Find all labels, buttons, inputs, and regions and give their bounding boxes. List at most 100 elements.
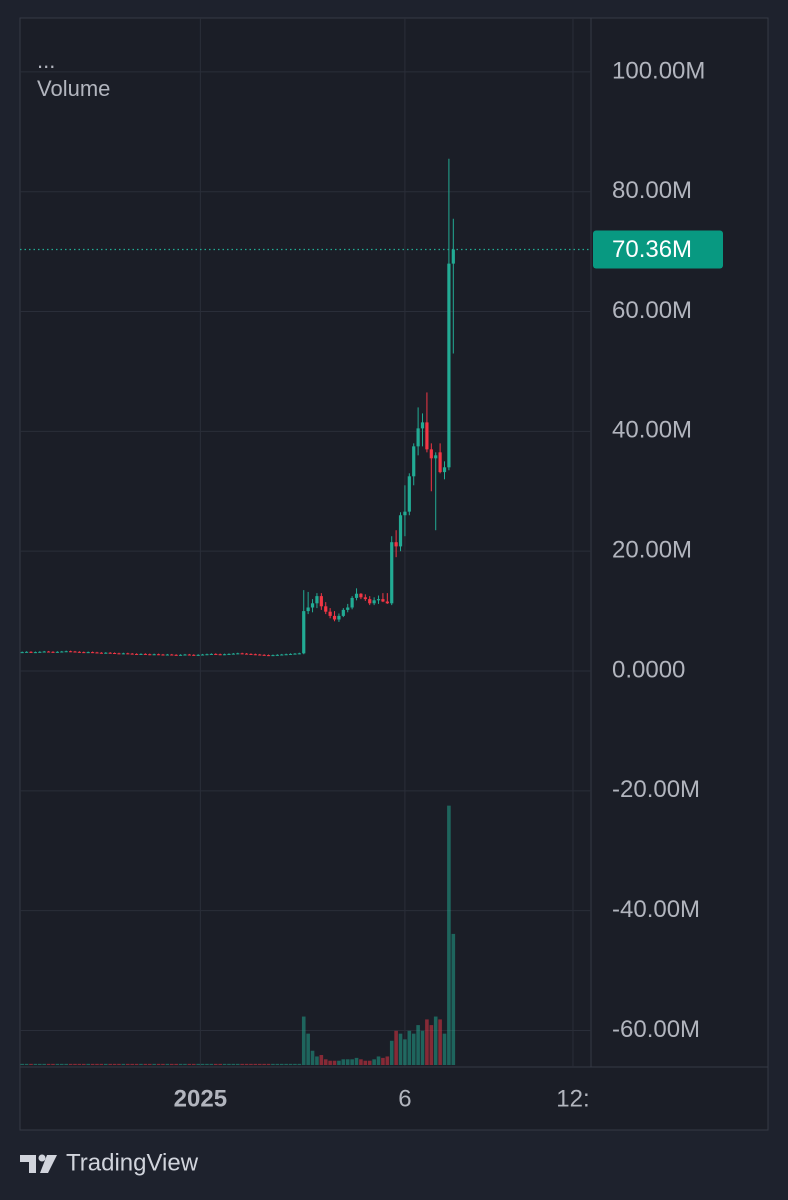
candle-body [398,515,403,547]
candle-body [354,593,359,598]
volume-bar [451,933,456,1065]
candle-body [161,654,165,656]
volume-bar [411,1033,416,1065]
candle-body [214,653,218,655]
candle-body [297,653,301,655]
candle-body [442,467,447,473]
volume-bar [235,1063,240,1065]
volume-bar [433,1016,438,1065]
volume-bar [59,1063,64,1065]
candle-body [121,653,125,655]
candle-body [275,654,279,656]
volume-bar [231,1063,236,1065]
volume-bar [350,1059,354,1065]
volume-bar [359,1059,363,1065]
volume-bar [169,1063,174,1065]
volume-bar [29,1063,33,1065]
volume-bar [112,1063,117,1065]
volume-bar [284,1063,288,1065]
y-tick-label: 60.00M [612,297,692,324]
volume-bar [95,1063,99,1065]
candle-body [346,607,350,610]
candle-body [192,654,196,656]
volume-bar [117,1063,121,1065]
volume-bar [271,1063,275,1065]
volume-bar [81,1063,86,1065]
candle-body [359,593,363,598]
volume-bar [200,1063,205,1065]
candle-body [368,599,372,604]
volume-bar [103,1063,108,1065]
volume-bar [332,1060,337,1065]
volume-bar [301,1016,306,1065]
candle-body [126,653,130,655]
candle-body [332,615,337,620]
candle-body [64,651,68,653]
candle-body [385,601,389,604]
volume-bar [64,1063,68,1065]
candle-body [447,263,451,468]
volume-bar [381,1057,385,1065]
candle-body [46,651,51,653]
candle-body [293,653,297,655]
candle-body [438,452,442,473]
volume-bar [139,1063,143,1065]
volume-bar [341,1059,346,1065]
candle-body [284,654,288,656]
candle-body [372,600,376,604]
candle-body [209,653,213,655]
volume-bar [420,1030,425,1065]
volume-bar [20,1063,24,1065]
last-price-box [593,230,723,269]
candle-body [451,249,455,264]
candle-body [200,654,205,656]
volume-bar [354,1057,359,1065]
volume-bar [24,1063,29,1065]
volume-bar [209,1063,214,1065]
volume-bar [310,1050,315,1065]
candle-body [90,652,95,654]
volume-bar [323,1059,328,1065]
candle-body [24,651,29,653]
candle-body [55,651,59,653]
volume-bar [73,1063,77,1065]
candle-body [350,597,354,608]
volume-bar [90,1063,95,1065]
y-tick-label: 20.00M [612,537,692,564]
volume-bar [213,1063,218,1065]
last-price-label: 70.36M [612,236,692,263]
volume-bar [37,1063,42,1065]
candle-body [148,654,152,656]
volume-bar [33,1063,38,1065]
volume-bar [55,1063,60,1065]
logo-part [38,1154,46,1162]
candle-body [434,455,438,459]
volume-bar [196,1063,200,1065]
candle-body [302,611,306,654]
volume-bar [376,1056,381,1065]
volume-bar [319,1055,324,1065]
candle-body [262,654,266,656]
candle-body [425,422,429,450]
volume-bar [205,1063,209,1065]
volume-bar [147,1063,152,1065]
candle-body [337,615,341,620]
volume-bar [394,1030,398,1065]
candle-body [117,653,121,655]
volume-bar [385,1056,390,1065]
candle-body [258,654,262,656]
volume-bar [152,1063,156,1065]
candle-body [196,654,200,656]
candle-body [363,597,367,600]
volume-bar [227,1063,231,1065]
candle-body [376,599,381,601]
volume-bar [46,1063,51,1065]
candle-body [315,596,319,604]
candle-body [390,542,394,604]
candle-body [156,654,161,656]
volume-bar [156,1063,161,1065]
candle-body [253,654,257,656]
candle-body [412,446,416,477]
candle-body [95,652,99,654]
